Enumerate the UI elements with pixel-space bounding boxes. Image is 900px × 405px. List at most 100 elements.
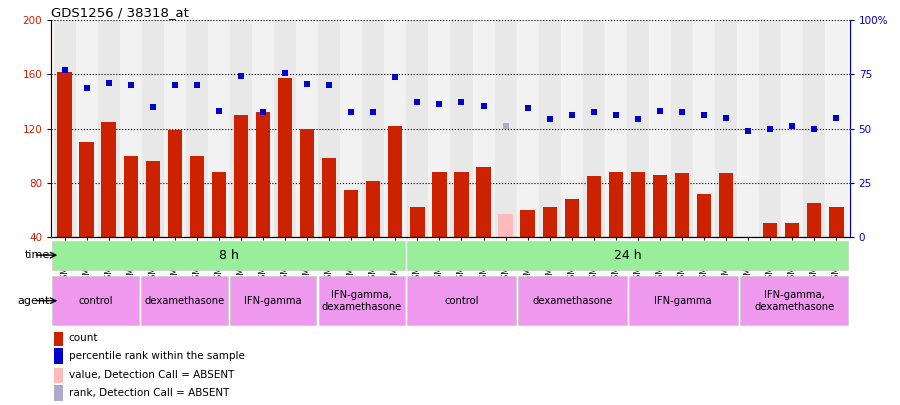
Text: IFN-gamma,
dexamethasone: IFN-gamma, dexamethasone: [321, 290, 402, 311]
Bar: [432, 172, 446, 237]
Bar: [539, 20, 561, 237]
Bar: [58, 72, 72, 237]
Bar: [212, 172, 226, 237]
Bar: [123, 156, 138, 237]
Bar: [716, 20, 737, 237]
Bar: [608, 172, 623, 237]
Bar: [366, 181, 381, 237]
Bar: [54, 348, 63, 364]
Bar: [230, 276, 316, 325]
Bar: [319, 276, 405, 325]
Bar: [340, 20, 362, 237]
Bar: [54, 385, 63, 401]
Bar: [760, 20, 781, 237]
Bar: [190, 156, 204, 237]
Bar: [120, 20, 141, 237]
Bar: [652, 175, 667, 237]
Bar: [543, 207, 557, 237]
Bar: [472, 20, 495, 237]
Text: value, Detection Call = ABSENT: value, Detection Call = ABSENT: [69, 370, 234, 380]
Bar: [79, 142, 94, 237]
Bar: [410, 207, 425, 237]
Text: IFN-gamma: IFN-gamma: [654, 296, 712, 306]
Bar: [300, 129, 314, 237]
Bar: [53, 20, 76, 237]
Bar: [230, 20, 252, 237]
Bar: [675, 173, 689, 237]
Bar: [476, 166, 491, 237]
Bar: [54, 368, 63, 383]
Bar: [296, 20, 318, 237]
Bar: [450, 20, 472, 237]
Bar: [141, 20, 164, 237]
Bar: [52, 241, 405, 270]
Bar: [781, 20, 804, 237]
Bar: [384, 20, 406, 237]
Bar: [740, 276, 849, 325]
Bar: [583, 20, 605, 237]
Bar: [97, 20, 120, 237]
Bar: [388, 126, 402, 237]
Bar: [825, 20, 848, 237]
Text: 8 h: 8 h: [219, 249, 238, 262]
Bar: [697, 194, 711, 237]
Bar: [344, 190, 358, 237]
Bar: [407, 241, 849, 270]
Bar: [629, 276, 738, 325]
Bar: [185, 20, 208, 237]
Bar: [587, 176, 601, 237]
Bar: [495, 20, 517, 237]
Text: time: time: [24, 250, 50, 260]
Bar: [208, 20, 230, 237]
Text: rank, Detection Call = ABSENT: rank, Detection Call = ABSENT: [69, 388, 230, 398]
Text: dexamethasone: dexamethasone: [144, 296, 224, 306]
Bar: [146, 161, 160, 237]
Bar: [102, 122, 116, 237]
Bar: [564, 199, 579, 237]
Bar: [631, 172, 645, 237]
Bar: [741, 237, 755, 268]
Bar: [362, 20, 384, 237]
Text: IFN-gamma: IFN-gamma: [244, 296, 302, 306]
Text: control: control: [445, 296, 479, 306]
Bar: [52, 276, 139, 325]
Bar: [252, 20, 274, 237]
Bar: [829, 207, 843, 237]
Bar: [406, 20, 428, 237]
Bar: [627, 20, 649, 237]
Text: count: count: [69, 333, 98, 343]
Bar: [737, 20, 760, 237]
Text: dexamethasone: dexamethasone: [532, 296, 613, 306]
Bar: [693, 20, 716, 237]
Bar: [274, 20, 296, 237]
Bar: [322, 158, 337, 237]
Text: IFN-gamma,
dexamethasone: IFN-gamma, dexamethasone: [754, 290, 834, 311]
Bar: [807, 203, 822, 237]
Bar: [318, 20, 340, 237]
Bar: [517, 20, 539, 237]
Bar: [520, 210, 535, 237]
Bar: [719, 173, 733, 237]
Bar: [804, 20, 825, 237]
Text: agent: agent: [17, 296, 50, 306]
Bar: [407, 276, 516, 325]
Bar: [649, 20, 671, 237]
Bar: [785, 224, 799, 237]
Bar: [234, 115, 248, 237]
Bar: [428, 20, 450, 237]
Text: GDS1256 / 38318_at: GDS1256 / 38318_at: [51, 6, 189, 19]
Bar: [141, 276, 228, 325]
Text: percentile rank within the sample: percentile rank within the sample: [69, 351, 245, 361]
Bar: [763, 224, 778, 237]
Text: control: control: [78, 296, 112, 306]
Bar: [671, 20, 693, 237]
Bar: [278, 79, 293, 237]
Bar: [454, 172, 469, 237]
Bar: [167, 130, 182, 237]
Text: 24 h: 24 h: [614, 249, 642, 262]
Bar: [54, 330, 63, 346]
Bar: [605, 20, 627, 237]
Bar: [76, 20, 97, 237]
Bar: [518, 276, 626, 325]
Bar: [164, 20, 185, 237]
